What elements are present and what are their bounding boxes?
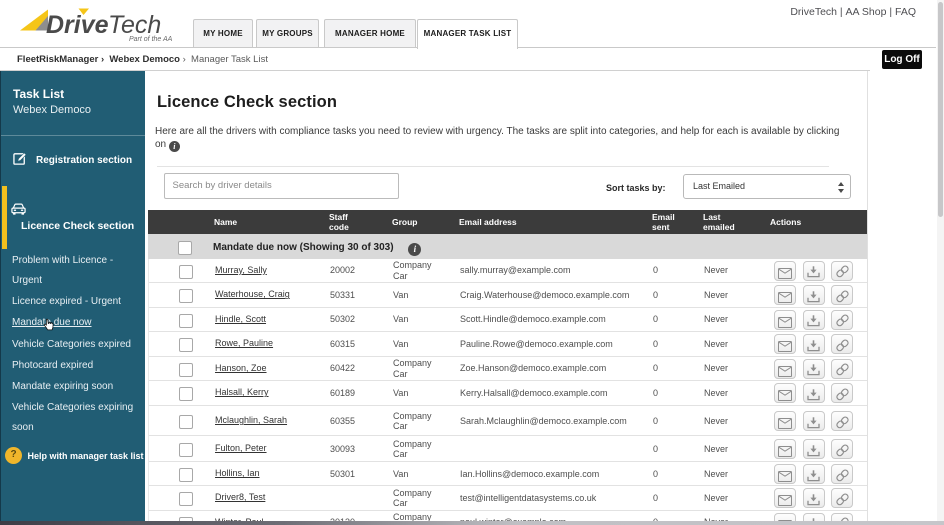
svg-text:Drive: Drive [46,11,109,39]
svg-text:Tech: Tech [108,11,161,39]
svg-text:Part of the AA: Part of the AA [129,36,173,43]
